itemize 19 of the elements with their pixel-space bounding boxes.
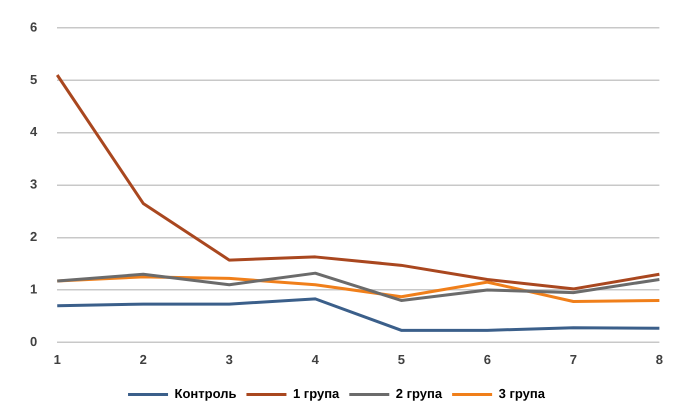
x-tick-label: 7 (570, 352, 577, 367)
x-tick-label: 3 (226, 352, 233, 367)
y-tick-label: 1 (30, 282, 38, 297)
x-tick-label: 6 (484, 352, 491, 367)
x-tick-label: 5 (398, 352, 405, 367)
y-tick-label: 2 (30, 229, 38, 244)
legend-label: 2 група (396, 386, 443, 402)
y-tick-label: 0 (30, 334, 38, 349)
legend-label: 3 група (498, 386, 546, 402)
x-tick-label: 2 (140, 352, 147, 367)
y-tick-label: 5 (30, 72, 38, 87)
x-tick-label: 8 (656, 352, 663, 367)
y-tick-label: 3 (30, 176, 38, 192)
y-tick-label: 6 (30, 19, 38, 34)
legend-label: 1 група (292, 386, 340, 402)
x-tick-label: 1 (54, 352, 61, 367)
x-tick-label: 4 (312, 352, 320, 367)
legend-label: Контроль (174, 386, 236, 402)
y-tick-label: 4 (30, 124, 38, 140)
